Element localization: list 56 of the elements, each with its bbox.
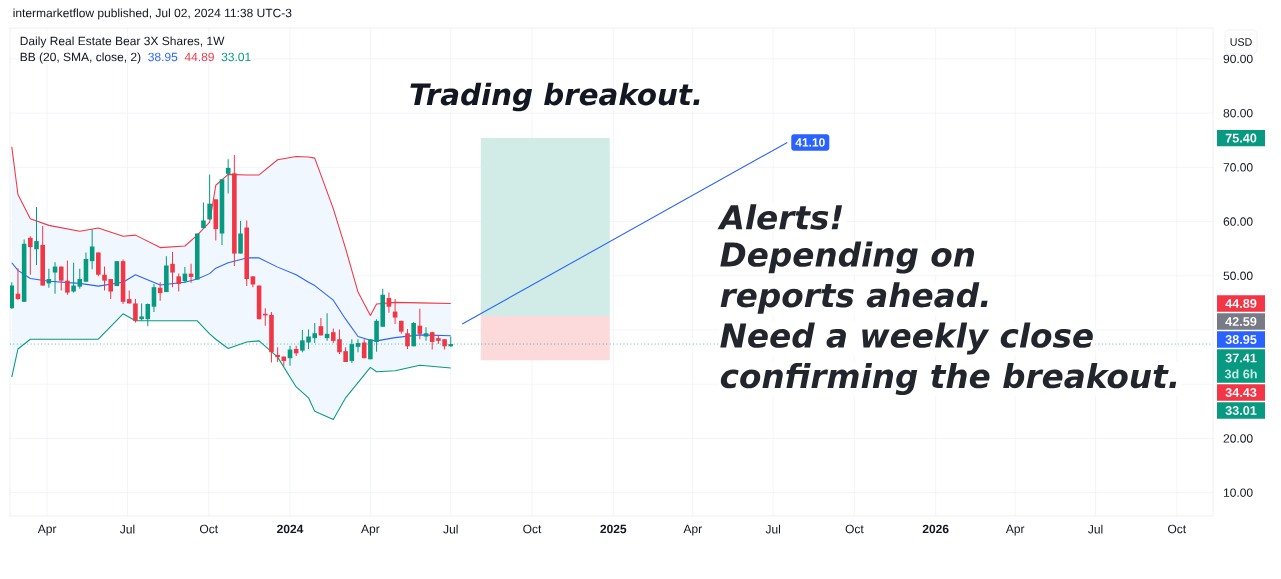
text: 75.40 xyxy=(1225,133,1257,143)
candlestick xyxy=(207,173,212,220)
annotation: Need a weekly close xyxy=(720,322,1093,355)
x-tick-label: Jul xyxy=(1088,524,1103,534)
annotation: Alerts! xyxy=(717,204,843,230)
x-tick-label: 2026 xyxy=(922,524,949,534)
annotation: confirming the breakout. xyxy=(720,363,1177,395)
annotation: Trading breakout. xyxy=(410,82,700,112)
x-tick-label: 2025 xyxy=(600,524,627,534)
text: Daily Real Estate Bear 3X Shares, 1W xyxy=(20,36,225,48)
x-tick-label: Jul xyxy=(120,524,135,534)
x-tick-label: Oct xyxy=(1168,524,1187,534)
annotation: BB (20, SMA, close, 2) xyxy=(20,52,141,64)
candlestick xyxy=(34,206,39,266)
x-tick-label: Apr xyxy=(683,524,702,536)
text: 34.43 xyxy=(1225,388,1257,397)
text: 42.59 xyxy=(1225,317,1257,326)
text: 3d 6h xyxy=(1224,369,1257,379)
annotation: 44.89 xyxy=(184,52,214,62)
annotation: 41.10 xyxy=(795,138,825,147)
annotation: reports ahead. xyxy=(720,282,988,314)
annotation: Depending on xyxy=(720,241,975,274)
line-series xyxy=(11,257,452,342)
text: 44.89 xyxy=(1225,299,1257,308)
text: 33.01 xyxy=(1225,406,1257,415)
x-tick-label: Oct xyxy=(199,524,218,534)
y-tick-label: 50.00 xyxy=(1223,271,1253,281)
candlestick xyxy=(238,220,243,255)
y-tick-label: 60.00 xyxy=(1223,217,1253,226)
candlestick xyxy=(133,298,138,323)
candlestick xyxy=(96,251,101,277)
y-tick-label: 80.00 xyxy=(1223,108,1253,118)
annotation: 33.01 xyxy=(221,52,251,62)
y-tick-label: 90.00 xyxy=(1223,54,1253,64)
candlestick xyxy=(65,260,70,296)
text: USD xyxy=(1230,38,1252,46)
annotation: 38.95 xyxy=(148,52,178,62)
x-tick-label: Apr xyxy=(1005,524,1025,536)
y-tick-label: 20.00 xyxy=(1223,434,1253,443)
candlestick xyxy=(28,235,33,276)
candlestick xyxy=(201,202,206,230)
chart-subtitle: intermarketflow published, Jul 02, 2024 11:38 UTC-3 xyxy=(13,8,292,20)
candlestick xyxy=(405,328,410,350)
x-tick-label: Apr xyxy=(37,524,57,536)
x-tick-label: Jul xyxy=(443,524,458,534)
x-tick-label: Apr xyxy=(361,524,380,536)
text: 38.95 xyxy=(1225,335,1257,344)
x-tick-label: Jul xyxy=(765,524,781,534)
x-tick-label: Oct xyxy=(845,524,864,534)
x-tick-label: 2024 xyxy=(277,524,304,534)
candlestick xyxy=(423,326,429,342)
x-tick-label: Oct xyxy=(523,524,542,534)
y-tick-label: 10.00 xyxy=(1223,488,1253,497)
candlestick xyxy=(170,251,175,288)
ref-line-label: 37.41 xyxy=(1225,353,1257,363)
y-tick-label: 70.00 xyxy=(1223,163,1253,172)
